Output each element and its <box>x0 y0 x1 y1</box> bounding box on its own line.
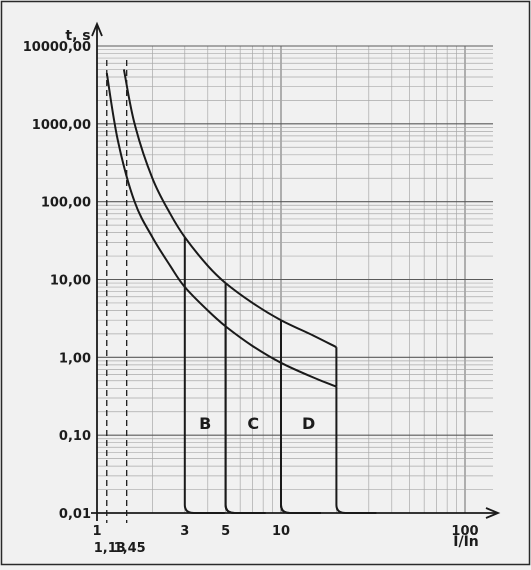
y-tick-label: 1,00 <box>59 351 91 366</box>
y-tick-label: 0,01 <box>59 507 91 522</box>
x-tick-label: 10 <box>272 524 290 539</box>
reference-lines <box>106 60 128 523</box>
thermal-curve-lower <box>105 72 337 388</box>
x-tick-label: 1 <box>92 524 101 539</box>
trip-drop-line <box>183 237 225 514</box>
y-tick-label: 10000,00 <box>23 40 91 55</box>
y-tick-label: 0,10 <box>59 429 91 444</box>
y-axis-arrow <box>91 21 103 37</box>
y-tick-label: 10,00 <box>50 274 91 289</box>
curve-label-d: D <box>302 414 315 433</box>
x-tick-label: 100 <box>451 524 478 539</box>
curve-label-b: B <box>199 414 211 433</box>
x-axis-arrow <box>485 507 501 519</box>
reference-line-label: 1,45 <box>114 541 146 556</box>
x-tick-label: 5 <box>221 524 230 539</box>
y-tick-label: 1000,00 <box>32 118 91 133</box>
x-tick-label: 3 <box>180 524 189 539</box>
trip-drop-line <box>280 362 321 514</box>
curve-label-c: C <box>247 414 259 433</box>
tick-labels: 10000,00 1000,00 100,00 10,00 1,00 0,10 0,011 3… <box>23 28 479 556</box>
trip-drop-line <box>224 326 266 514</box>
grid <box>96 45 493 514</box>
trip-drop-line <box>335 386 377 514</box>
axes <box>91 21 501 521</box>
y-axis-label: t, s <box>65 28 90 44</box>
y-tick-label: 100,00 <box>41 196 91 211</box>
reference-line-label: 1,13 <box>94 541 126 556</box>
thermal-curve-upper <box>122 69 337 349</box>
x-axis-label: I/In <box>453 534 479 550</box>
